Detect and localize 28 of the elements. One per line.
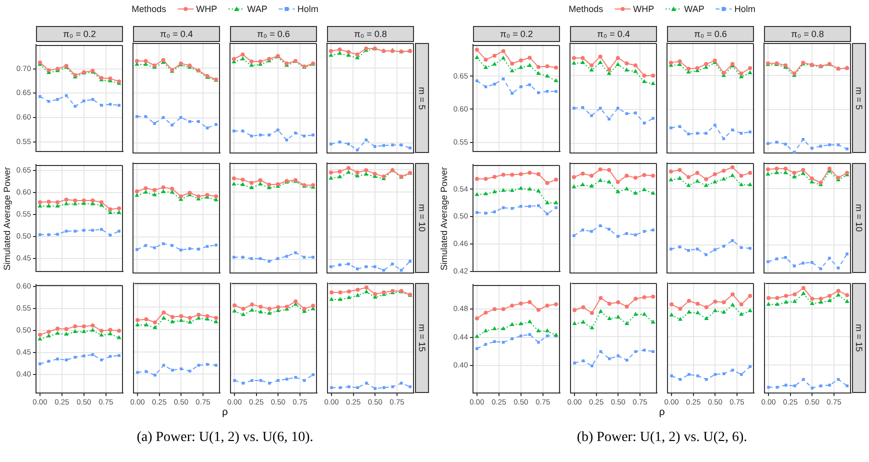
text: m = 15 [415,283,429,393]
legend-label: Holm [297,4,318,14]
y-axis-title: Simulated Average Power [439,166,449,270]
legend-title: Methods [568,4,604,14]
text: m = 10 [852,163,866,273]
legend-label: WAP [684,4,704,14]
text: m = 15 [852,283,866,393]
legend-title: Methods [132,4,166,14]
text: (a) Power: U(1, 2) vs. U(6, 10). [136,430,314,446]
text: m = 5 [415,43,429,153]
chart-title: π₀ = 0.2 [473,26,560,42]
text: (b) Power: U(1, 2) vs. U(2, 6). [576,430,748,446]
chart-title: π₀ = 0.4 [133,26,220,42]
x-axis-title: ρ [222,407,228,418]
text: m = 10 [415,163,429,273]
chart-title: π₀ = 0.6 [667,26,754,42]
text: m = 5 [852,43,866,153]
legend-label: WHP [196,4,218,14]
legend-label: WAP [247,4,268,14]
chart-title: π₀ = 0.6 [230,26,317,42]
y-axis-title: Simulated Average Power [2,166,12,270]
chart-title: π₀ = 0.2 [36,26,123,42]
x-axis-title: ρ [659,407,665,418]
chart-title: π₀ = 0.4 [570,26,657,42]
chart-title: π₀ = 0.8 [327,26,414,42]
legend-label: Holm [734,4,756,14]
legend-label: WHP [633,4,654,14]
chart-title: π₀ = 0.8 [764,26,851,42]
